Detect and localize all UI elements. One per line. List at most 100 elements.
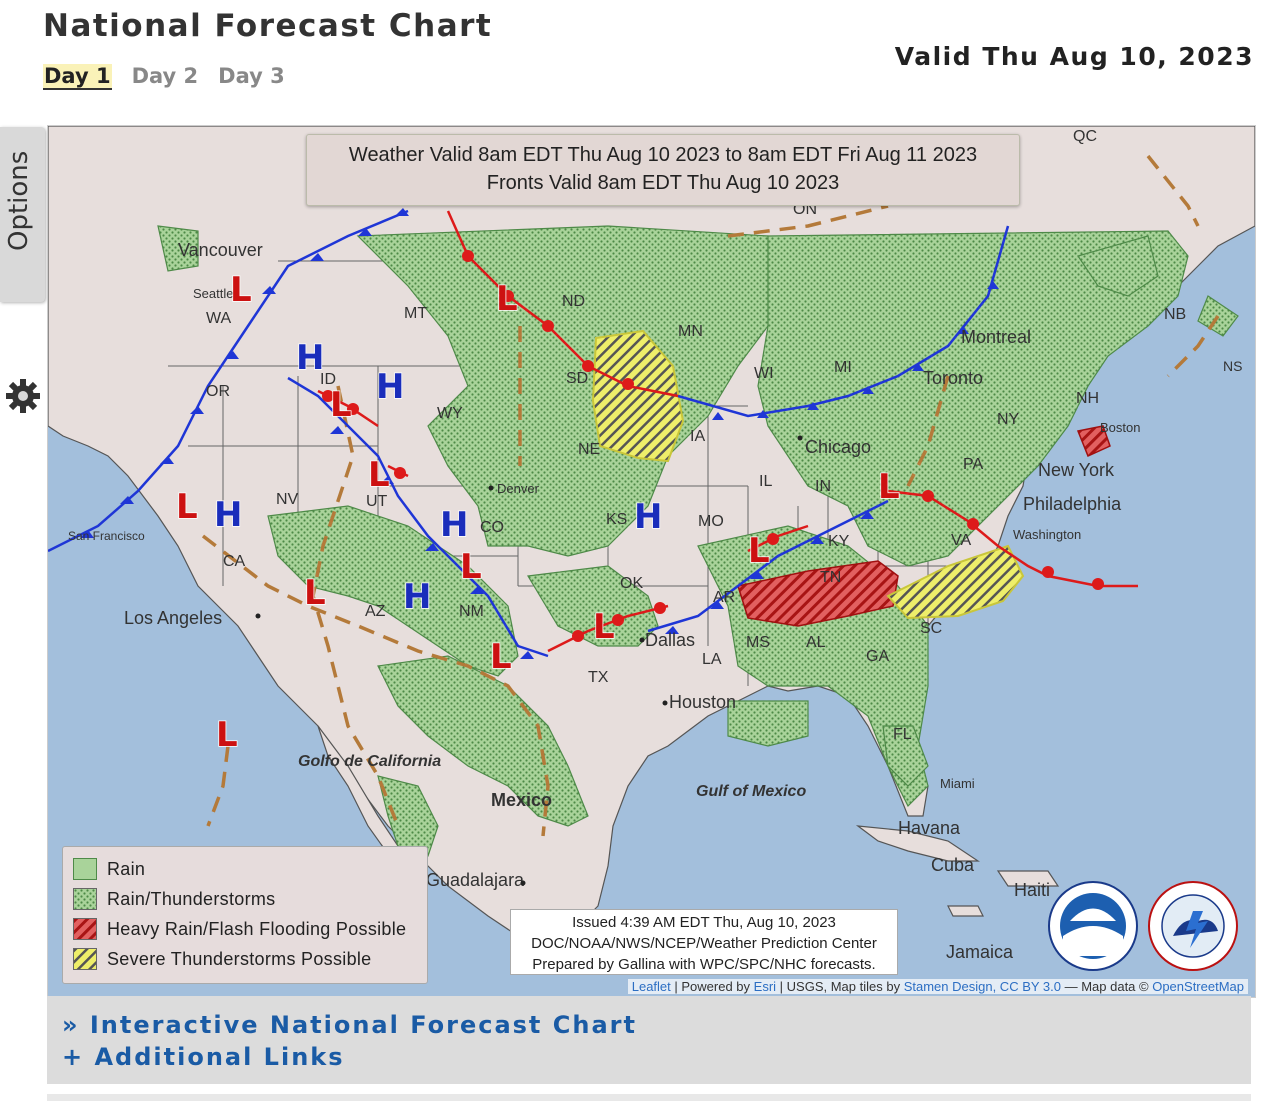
cc-link[interactable]: , CC BY 3.0 (992, 979, 1061, 994)
jamaica (947, 905, 984, 917)
page-title: National Forecast Chart (43, 8, 493, 44)
label-ut: UT (366, 493, 388, 510)
map-canvas: Vancouver Seattle WA OR MT ID WY ND SD M… (48, 126, 1255, 971)
label-tn: TN (820, 569, 841, 586)
label-il: IL (759, 473, 772, 490)
label-mt: MT (404, 305, 427, 322)
legend-row-rain: Rain (73, 857, 145, 881)
label-ar: AR (713, 589, 735, 606)
label-wa: WA (206, 310, 232, 327)
high-nv: H (214, 495, 242, 535)
label-sc: SC (920, 620, 942, 637)
gear-icon (6, 379, 40, 413)
label-denver: Denver (497, 481, 540, 496)
day-tabs: Day 1 Day 2 Day 3 (43, 64, 285, 90)
legend-row-heavy-rain: Heavy Rain/Flash Flooding Possible (73, 917, 406, 941)
legend-label-rain-tstorms: Rain/Thunderstorms (107, 888, 276, 909)
issued-line-1: Issued 4:39 AM EDT Thu, Aug 10, 2023 (572, 914, 836, 931)
label-cuba: Cuba (931, 855, 975, 875)
footer-links: » Interactive National Forecast Chart + … (47, 996, 1251, 1084)
legend-label-rain: Rain (107, 858, 146, 879)
legend-row-severe: Severe Thunderstorms Possible (73, 947, 372, 971)
stamen-link[interactable]: Stamen Design (903, 979, 993, 994)
low-id: L (330, 385, 352, 425)
low-ca: L (176, 487, 198, 527)
low-nd: L (496, 279, 518, 319)
legend-swatch-rain (73, 858, 97, 880)
map-legend: Rain Rain/Thunderstorms Heavy Rain/Flash… (62, 846, 428, 984)
issued-line-2: DOC/NOAA/NWS/NCEP/Weather Prediction Cen… (531, 935, 877, 952)
label-az: AZ (365, 603, 386, 620)
low-pacific: L (216, 715, 238, 755)
valid-date: Valid Thu Aug 10, 2023 (894, 42, 1254, 71)
osm-link[interactable]: OpenStreetMap (1152, 979, 1244, 994)
options-panel-toggle[interactable]: Options (0, 127, 45, 413)
high-mt: H (376, 367, 404, 407)
tab-day-2[interactable]: Day 2 (131, 64, 199, 88)
high-az: H (403, 577, 431, 617)
label-ns: NS (1223, 358, 1242, 374)
label-ok: OK (620, 575, 643, 592)
label-vancouver: Vancouver (178, 240, 263, 260)
low-az: L (304, 573, 326, 613)
additional-links-toggle[interactable]: + Additional Links (62, 1043, 345, 1071)
noaa-logo (1048, 881, 1138, 971)
low-ut: L (368, 455, 390, 495)
forecast-map[interactable]: Vancouver Seattle WA OR MT ID WY ND SD M… (47, 125, 1256, 998)
label-chicago: Chicago (805, 437, 871, 457)
label-newyork: New York (1038, 460, 1115, 480)
label-id: ID (320, 371, 336, 388)
label-ks: KS (606, 511, 627, 528)
label-gulf: Gulf of Mexico (696, 783, 806, 800)
label-washington: Washington (1013, 527, 1081, 542)
label-houston: Houston (669, 692, 736, 712)
label-ne: NE (578, 441, 600, 458)
label-wi: WI (754, 365, 774, 382)
tab-day-3[interactable]: Day 3 (218, 64, 285, 88)
label-ga: GA (866, 648, 889, 665)
legend-swatch-heavy-rain (73, 918, 97, 940)
label-ia: IA (690, 428, 705, 445)
legend-row-rain-tstorms: Rain/Thunderstorms (73, 887, 275, 911)
attrib-usgs: | USGS, Map tiles by (776, 979, 904, 994)
esri-link[interactable]: Esri (753, 979, 777, 994)
city-dots (255, 435, 803, 886)
label-dallas: Dallas (645, 630, 695, 650)
tab-day-1[interactable]: Day 1 (43, 64, 112, 90)
weather-valid-line: Weather Valid 8am EDT Thu Aug 10 2023 to… (348, 144, 978, 166)
label-or: OR (206, 383, 230, 400)
label-nv: NV (276, 491, 299, 508)
severe-areas (591, 329, 1025, 620)
label-havana: Havana (898, 818, 961, 838)
nws-logo (1148, 881, 1238, 971)
low-tx: L (593, 607, 615, 647)
fronts-valid-line: Fronts Valid 8am EDT Thu Aug 10 2023 (486, 172, 840, 194)
label-ms: MS (746, 634, 770, 651)
label-guadalajara: Guadalajara (426, 870, 525, 890)
label-fl: FL (893, 726, 912, 743)
label-co: CO (480, 519, 504, 536)
label-sd: SD (566, 370, 588, 387)
troughs (201, 154, 1220, 837)
label-sf: San Francisco (68, 529, 145, 543)
label-mi: MI (834, 359, 852, 376)
low-tx-west: L (490, 637, 512, 677)
label-louisiana: LA (702, 651, 722, 668)
label-mexico: Mexico (491, 790, 552, 810)
label-haiti: Haiti (1014, 880, 1050, 900)
legend-swatch-severe (73, 948, 97, 970)
label-nh: NH (1076, 390, 1099, 407)
issued-line-3: Prepared by Gallina with WPC/SPC/NHC for… (532, 956, 876, 973)
place-labels: Vancouver Seattle WA OR MT ID WY ND SD M… (68, 128, 1242, 962)
low-nm: L (460, 547, 482, 587)
label-ny: NY (997, 411, 1020, 428)
interactive-chart-link[interactable]: » Interactive National Forecast Chart (62, 1011, 637, 1039)
footer-cutoff (47, 1094, 1251, 1101)
label-la: Los Angeles (124, 608, 222, 628)
leaflet-link[interactable]: Leaflet (631, 979, 671, 994)
low-ky: L (748, 531, 770, 571)
label-golfo: Golfo de California (298, 753, 441, 770)
label-philadelphia: Philadelphia (1023, 494, 1122, 514)
cuba (855, 825, 980, 862)
low-oh: L (878, 467, 900, 507)
